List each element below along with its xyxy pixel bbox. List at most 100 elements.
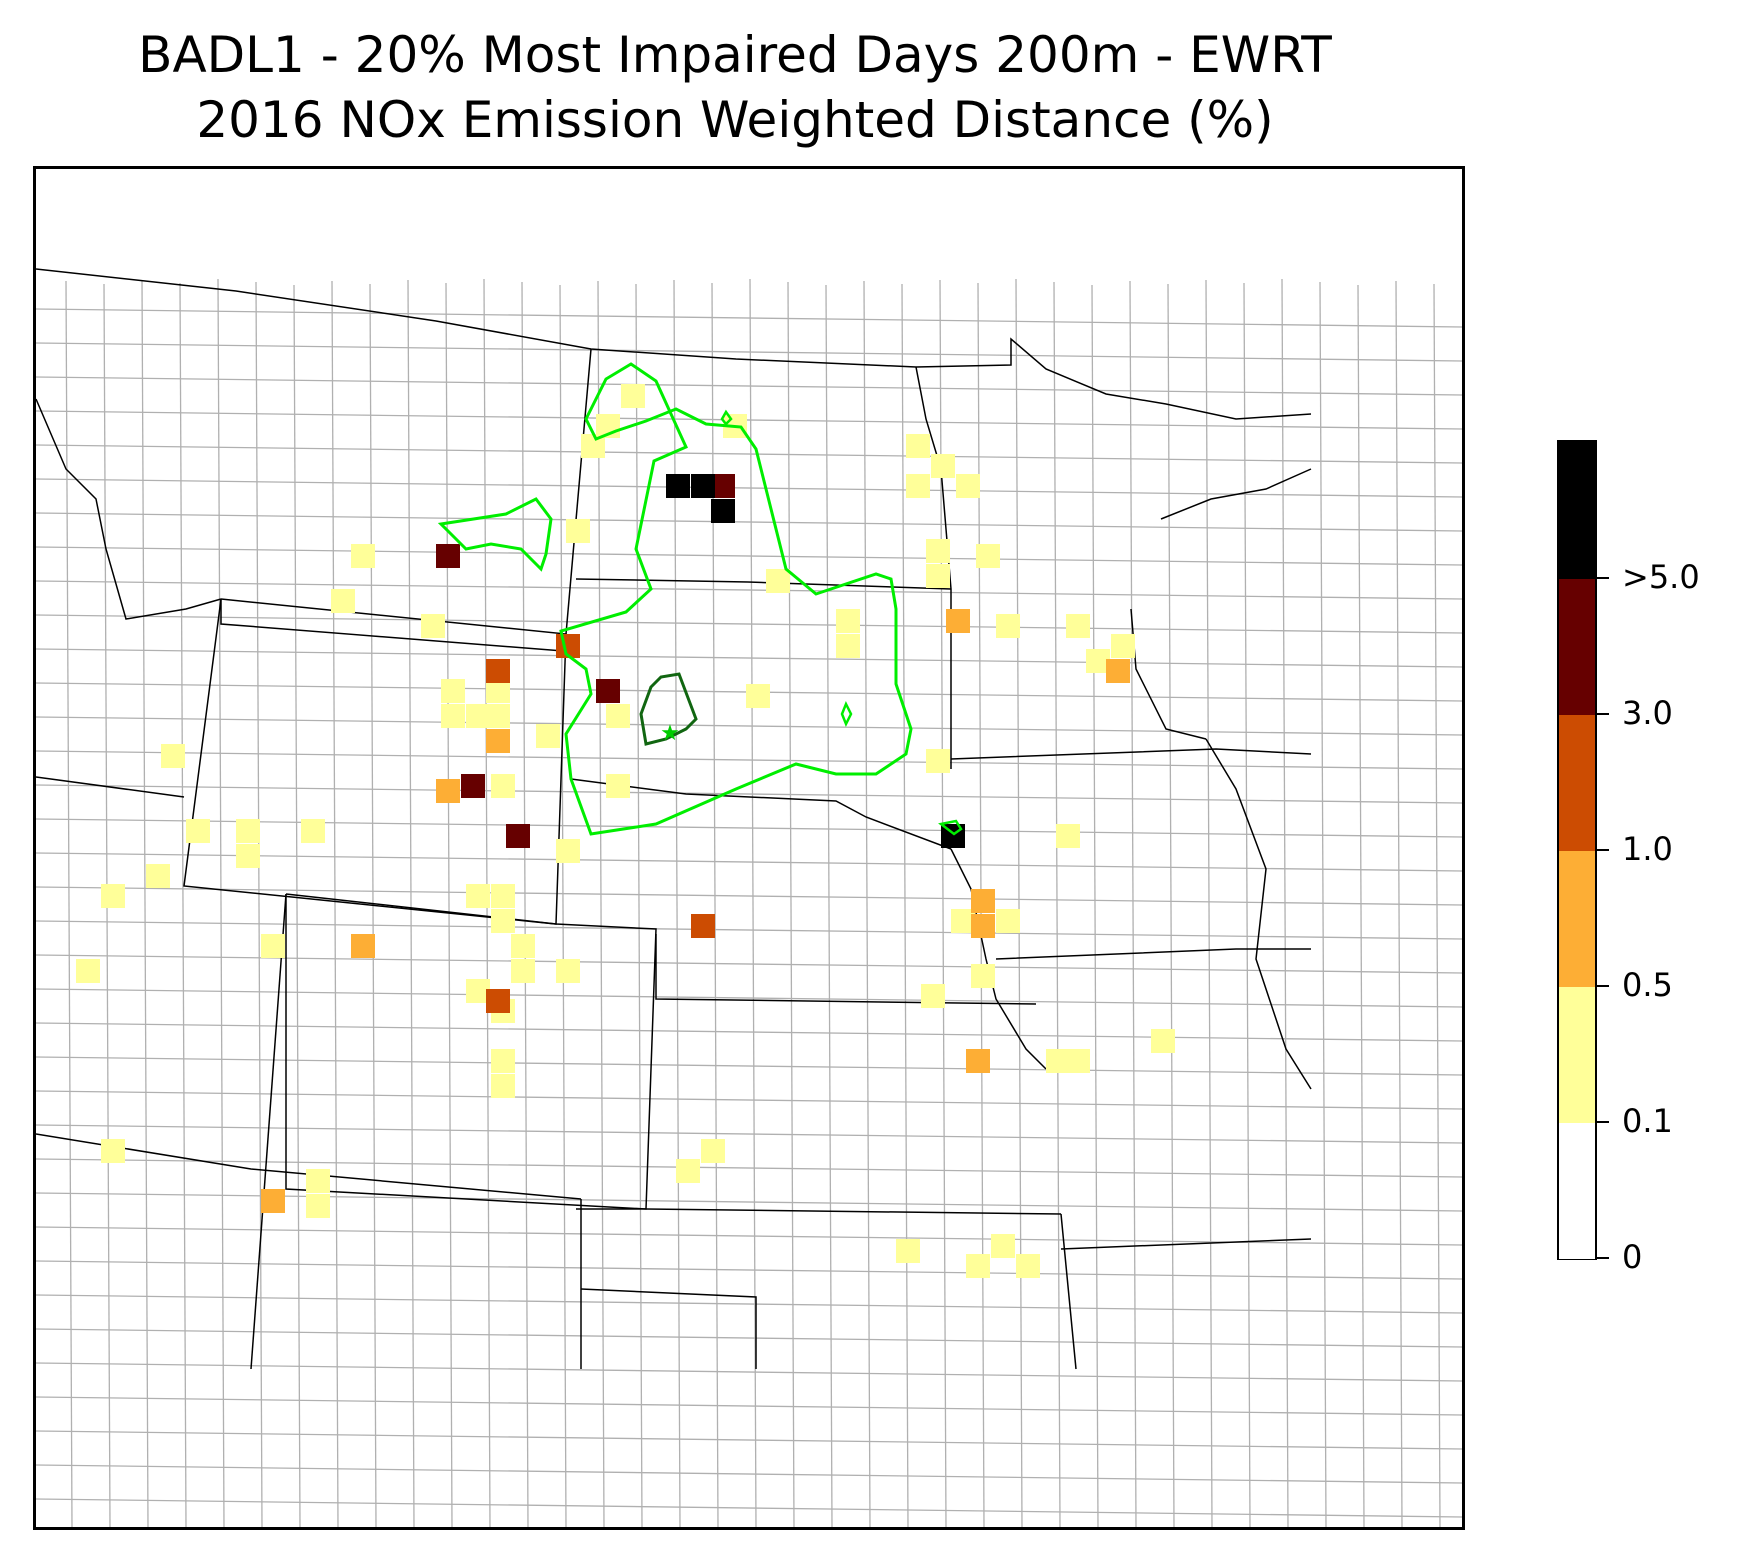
county-line	[36, 1124, 1462, 1144]
emission-cell	[466, 884, 490, 908]
colorbar-segment	[1559, 442, 1595, 579]
emission-cell	[301, 819, 325, 843]
county-line	[36, 410, 1462, 430]
county-line	[217, 278, 225, 1527]
emission-cell	[511, 934, 535, 958]
emission-cell	[261, 934, 285, 958]
county-line	[179, 282, 187, 1527]
county-line	[36, 1328, 1462, 1348]
colorbar-tick	[1597, 577, 1609, 579]
county-line	[36, 1022, 1462, 1042]
county-line	[1433, 283, 1441, 1527]
emission-cell	[491, 1074, 515, 1098]
emission-cell	[441, 679, 465, 703]
county-line	[1129, 280, 1137, 1527]
county-line	[36, 1090, 1462, 1110]
emission-cell	[421, 614, 445, 638]
oklahoma-east	[1060, 1213, 1077, 1370]
county-line	[36, 648, 1462, 668]
emission-cell	[746, 684, 770, 708]
ne-ks-border	[655, 934, 1037, 1005]
county-line	[36, 716, 1462, 736]
emission-cell	[306, 1169, 330, 1193]
utah-border	[250, 893, 287, 1370]
county-line	[141, 279, 149, 1527]
mississippi-river	[1205, 738, 1312, 1090]
map-canvas: ★	[36, 268, 1462, 1527]
county-line	[445, 282, 453, 1527]
county-line	[1167, 283, 1175, 1527]
colorbar-tick-label: 0.5	[1622, 966, 1673, 1004]
emission-cell	[931, 454, 955, 478]
emission-cell	[441, 704, 465, 728]
inner-contour	[639, 672, 698, 746]
emission-cell	[556, 959, 580, 983]
colorbar-tick	[1597, 1257, 1609, 1259]
colorbar-tick-label: 0	[1622, 1238, 1643, 1276]
emission-cell	[1106, 659, 1130, 683]
colorbar-tick-label: 3.0	[1622, 694, 1673, 732]
county-line	[635, 283, 643, 1527]
emission-cell	[926, 539, 950, 563]
map-panel: ★	[33, 166, 1465, 1530]
emission-cell	[921, 984, 945, 1008]
emission-cell	[691, 474, 715, 498]
emission-cell	[261, 1189, 285, 1213]
county-line	[673, 279, 681, 1527]
emission-cell	[971, 914, 995, 938]
emission-cell	[836, 609, 860, 633]
county-line	[36, 920, 1462, 940]
emission-cell	[146, 864, 170, 888]
emission-cell	[836, 634, 860, 658]
emission-cell	[461, 774, 485, 798]
county-line	[36, 342, 1462, 362]
county-line	[711, 282, 719, 1527]
nd-sd-west-line	[565, 348, 592, 635]
county-line	[36, 478, 1462, 498]
emission-cell	[486, 989, 510, 1013]
emission-cell	[991, 1234, 1015, 1258]
emission-cell	[511, 959, 535, 983]
county-line	[1015, 278, 1023, 1527]
county-line	[1053, 281, 1061, 1527]
colorbar-segment	[1559, 1122, 1595, 1259]
county-line	[521, 281, 529, 1527]
emission-cell	[926, 749, 950, 773]
emission-cell	[306, 1194, 330, 1218]
emission-cell	[676, 1159, 700, 1183]
ia-mo-border	[995, 948, 1311, 960]
chart-title-line1: BADL1 - 20% Most Impaired Days 200m - EW…	[138, 26, 1332, 84]
idaho-border	[36, 776, 185, 798]
superior-shore	[1160, 468, 1312, 520]
county-line	[36, 1362, 1462, 1382]
county-line	[36, 1498, 1462, 1518]
emission-cell	[926, 564, 950, 588]
emission-cell	[436, 544, 460, 568]
county-line	[36, 1294, 1462, 1314]
county-line	[36, 512, 1462, 532]
county-line	[1205, 279, 1213, 1527]
colorbar-tick	[1597, 985, 1609, 987]
emission-cell	[701, 1139, 725, 1163]
emission-cell	[101, 884, 125, 908]
emission-cell	[331, 589, 355, 613]
colorado-outline	[285, 893, 657, 1210]
county-line	[293, 284, 301, 1527]
outer-contour-lobe	[437, 497, 553, 572]
county-line	[36, 1260, 1462, 1280]
emission-cell	[486, 729, 510, 753]
outer-contour	[559, 362, 913, 836]
colorbar-segment	[1559, 986, 1595, 1123]
site-star-icon: ★	[660, 721, 680, 746]
emission-cell	[1066, 1049, 1090, 1073]
county-line	[36, 784, 1462, 804]
county-line	[36, 886, 1462, 906]
county-line	[36, 444, 1462, 464]
emission-cell	[596, 679, 620, 703]
county-line	[36, 1430, 1462, 1450]
mn-ia-border	[950, 748, 1312, 760]
county-line	[1357, 284, 1365, 1527]
sd-ne-border	[570, 778, 952, 850]
county-line	[1243, 282, 1251, 1527]
emission-cell	[1066, 614, 1090, 638]
